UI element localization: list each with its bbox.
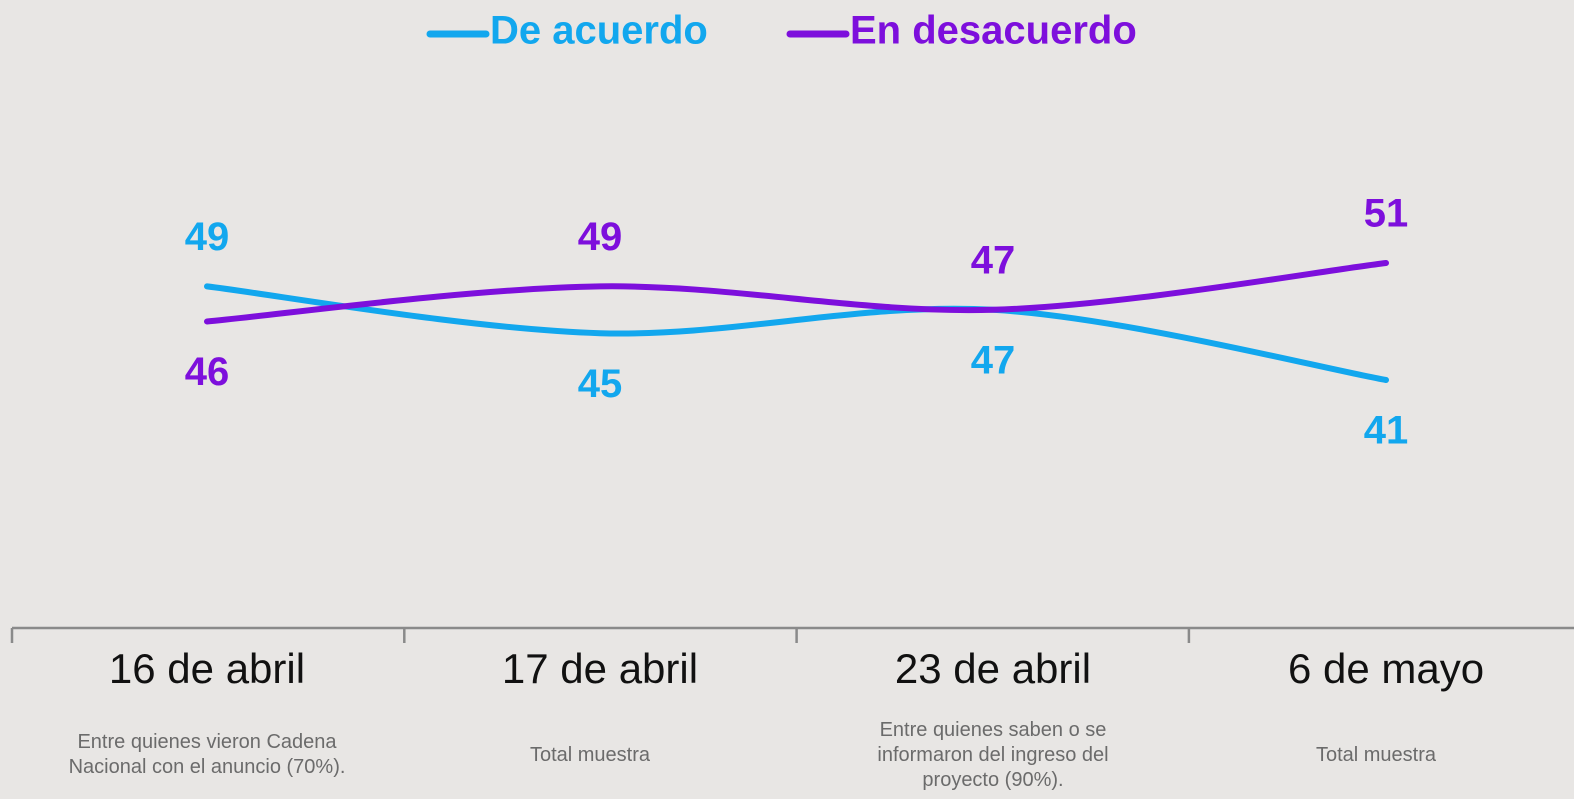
data-label: 46 — [185, 350, 230, 394]
legend-label: De acuerdo — [490, 9, 708, 53]
series-line — [204, 283, 1389, 383]
category-note: Total muestra — [1315, 743, 1437, 766]
x-tick-label: 6 de mayo — [1288, 645, 1484, 692]
category-note: Total muestra — [529, 743, 651, 766]
x-tick-label: 16 de abril — [109, 645, 305, 692]
category-note: Entre quienes vieron Cadena Nacional con… — [68, 731, 346, 778]
legend-label: En desacuerdo — [850, 9, 1137, 53]
data-label: 45 — [578, 362, 623, 406]
x-tick-label: 23 de abril — [895, 645, 1091, 692]
data-label: 49 — [185, 215, 230, 259]
data-label: 49 — [578, 215, 623, 259]
data-label: 47 — [971, 238, 1016, 282]
series-line — [204, 260, 1389, 325]
data-label: 47 — [971, 338, 1016, 382]
data-label: 41 — [1364, 409, 1409, 453]
category-note: Entre quienes saben o se informaron del … — [877, 718, 1109, 791]
x-tick-label: 17 de abril — [502, 645, 698, 692]
data-label: 51 — [1364, 192, 1409, 236]
